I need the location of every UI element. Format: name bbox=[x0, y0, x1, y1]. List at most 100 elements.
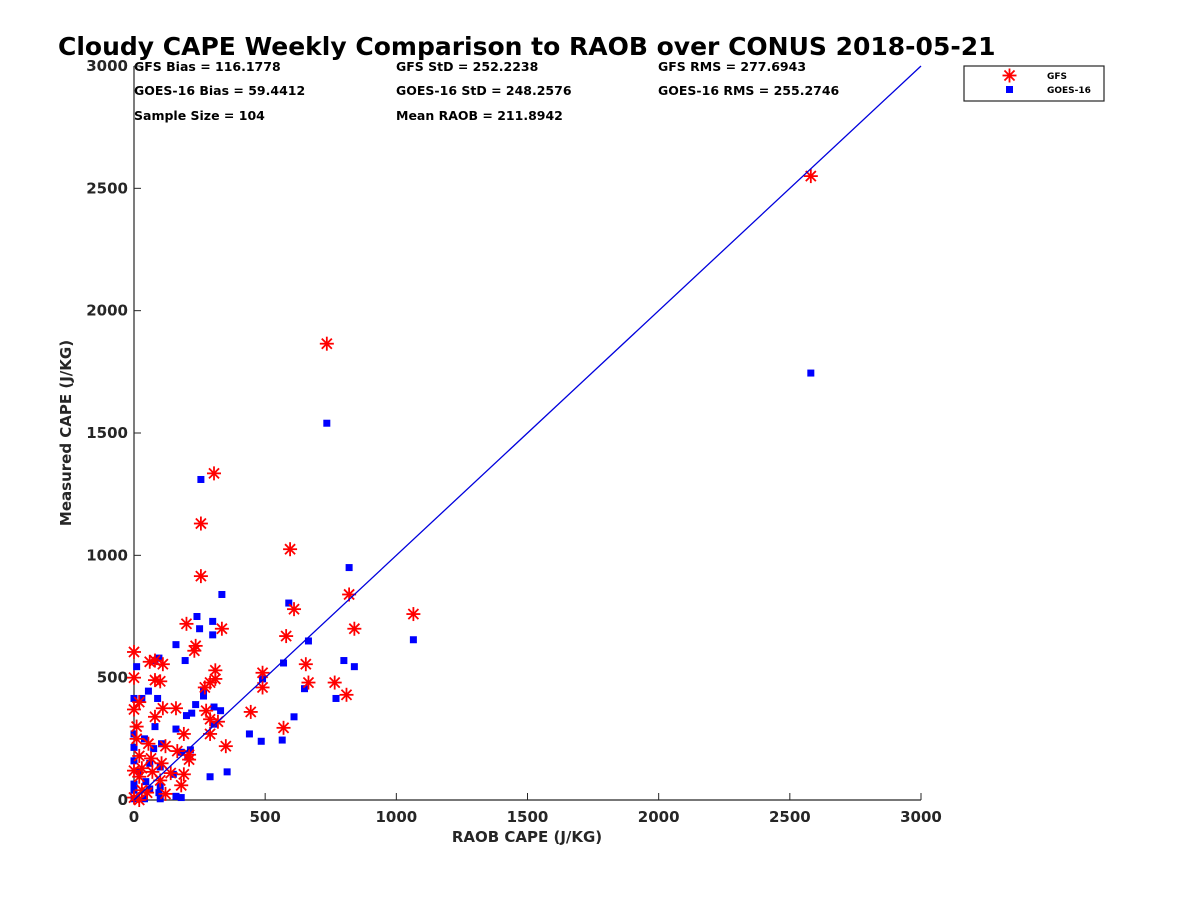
x-tick-label: 2500 bbox=[769, 808, 811, 826]
gfs-point bbox=[208, 671, 223, 686]
gfs-point bbox=[132, 695, 147, 710]
gfs-point bbox=[406, 607, 421, 622]
goes16-point bbox=[146, 759, 154, 767]
goes16-point bbox=[172, 725, 180, 733]
goes16-point bbox=[140, 795, 148, 803]
goes16-point bbox=[172, 792, 180, 800]
legend-gfs-asterisk bbox=[1002, 68, 1017, 83]
goes16-point bbox=[278, 736, 286, 744]
stat-gfs-rms: GFS RMS = 277.6943 bbox=[658, 59, 806, 74]
x-tick-label: 500 bbox=[250, 808, 281, 826]
legend-box bbox=[963, 65, 1105, 102]
gfs-point bbox=[193, 569, 208, 584]
y-tick-label: 1000 bbox=[86, 546, 128, 564]
stat-goes16-bias: GOES-16 Bias = 59.4412 bbox=[134, 83, 305, 98]
gfs-point bbox=[132, 769, 147, 784]
gfs-point bbox=[218, 739, 233, 754]
gfs-point bbox=[298, 657, 313, 672]
gfs-point bbox=[255, 680, 270, 695]
legend-gfs-label: GFS bbox=[1047, 72, 1067, 82]
gfs-point bbox=[127, 644, 141, 659]
y-tick-label: 0 bbox=[118, 791, 128, 809]
goes16-point bbox=[332, 694, 340, 702]
goes16-point bbox=[186, 746, 194, 754]
goes16-point bbox=[285, 599, 293, 607]
goes16-point bbox=[188, 709, 196, 717]
plot-area bbox=[127, 65, 922, 807]
one-to-one-line bbox=[133, 65, 922, 801]
chart-title: Cloudy CAPE Weekly Comparison to RAOB ov… bbox=[58, 32, 996, 61]
goes16-point bbox=[156, 763, 164, 771]
stat-sample-size: Sample Size = 104 bbox=[134, 108, 265, 123]
gfs-point bbox=[214, 621, 229, 636]
legend: GFS GOES-16 bbox=[963, 65, 1105, 102]
y-tick-label: 2500 bbox=[86, 179, 128, 197]
gfs-point bbox=[176, 767, 191, 782]
goes16-point bbox=[130, 757, 138, 765]
goes16-point bbox=[197, 475, 205, 483]
gfs-point bbox=[803, 169, 818, 184]
gfs-point bbox=[176, 726, 191, 741]
gfs-point bbox=[243, 704, 258, 719]
gfs-point bbox=[197, 680, 212, 695]
goes16-point bbox=[155, 789, 163, 797]
x-tick-label: 1500 bbox=[507, 808, 549, 826]
gfs-point bbox=[287, 602, 302, 617]
legend-goes16-label: GOES-16 bbox=[1047, 86, 1091, 96]
gfs-point bbox=[158, 786, 173, 801]
goes16-point bbox=[154, 694, 162, 702]
gfs-point bbox=[339, 687, 354, 702]
gfs-point bbox=[187, 643, 202, 658]
gfs-point bbox=[129, 731, 144, 746]
goes16-point bbox=[144, 687, 152, 695]
goes16-point bbox=[218, 590, 226, 598]
goes16-point bbox=[257, 737, 265, 745]
goes16-point bbox=[304, 637, 312, 645]
goes16-point bbox=[345, 564, 353, 572]
gfs-point bbox=[279, 629, 294, 644]
goes16-point bbox=[409, 636, 417, 644]
goes16-point bbox=[200, 692, 208, 700]
goes16-point bbox=[350, 663, 358, 671]
x-tick-label: 1000 bbox=[375, 808, 417, 826]
goes16-point bbox=[193, 613, 201, 620]
goes16-point bbox=[158, 740, 166, 748]
goes16-point bbox=[807, 369, 815, 377]
goes16-point bbox=[210, 703, 218, 711]
gfs-point bbox=[276, 720, 291, 735]
y-tick-label: 2000 bbox=[86, 302, 128, 320]
stat-goes16-rms: GOES-16 RMS = 255.2746 bbox=[658, 83, 840, 98]
goes16-point bbox=[181, 657, 189, 665]
goes16-point bbox=[196, 625, 204, 633]
goes16-point bbox=[323, 419, 331, 427]
goes16-point bbox=[223, 768, 231, 776]
gfs-point bbox=[127, 702, 141, 717]
gfs-point bbox=[163, 766, 178, 781]
goes16-point bbox=[130, 780, 138, 788]
x-tick-label: 2000 bbox=[638, 808, 680, 826]
legend-goes16-marker bbox=[1006, 86, 1013, 93]
ticks: 0 500 1000 1500 2000 2500 3000 0 500 1000 1500 2000… bbox=[86, 57, 942, 826]
gfs-point bbox=[207, 466, 222, 481]
goes16-point bbox=[130, 786, 138, 794]
y-tick-label: 3000 bbox=[86, 57, 128, 75]
stat-gfs-std: GFS StD = 252.2238 bbox=[396, 59, 538, 74]
goes16-point bbox=[206, 773, 214, 781]
goes16-point bbox=[209, 617, 217, 625]
goes16-point bbox=[142, 778, 150, 786]
gfs-point bbox=[155, 657, 170, 672]
stat-goes16-std: GOES-16 StD = 248.2576 bbox=[396, 83, 572, 98]
gfs-point bbox=[127, 670, 141, 685]
goes16-point bbox=[182, 712, 190, 720]
x-axis-label: RAOB CAPE (J/KG) bbox=[452, 828, 602, 846]
goes16-point bbox=[130, 730, 138, 738]
gfs-point bbox=[182, 752, 197, 767]
goes16-point bbox=[156, 795, 164, 803]
goes16-point bbox=[151, 723, 159, 731]
gfs-point bbox=[301, 675, 316, 690]
gfs-point bbox=[141, 736, 156, 751]
gfs-point bbox=[158, 739, 173, 754]
gfs-point bbox=[283, 542, 298, 557]
gfs-point bbox=[327, 675, 342, 690]
